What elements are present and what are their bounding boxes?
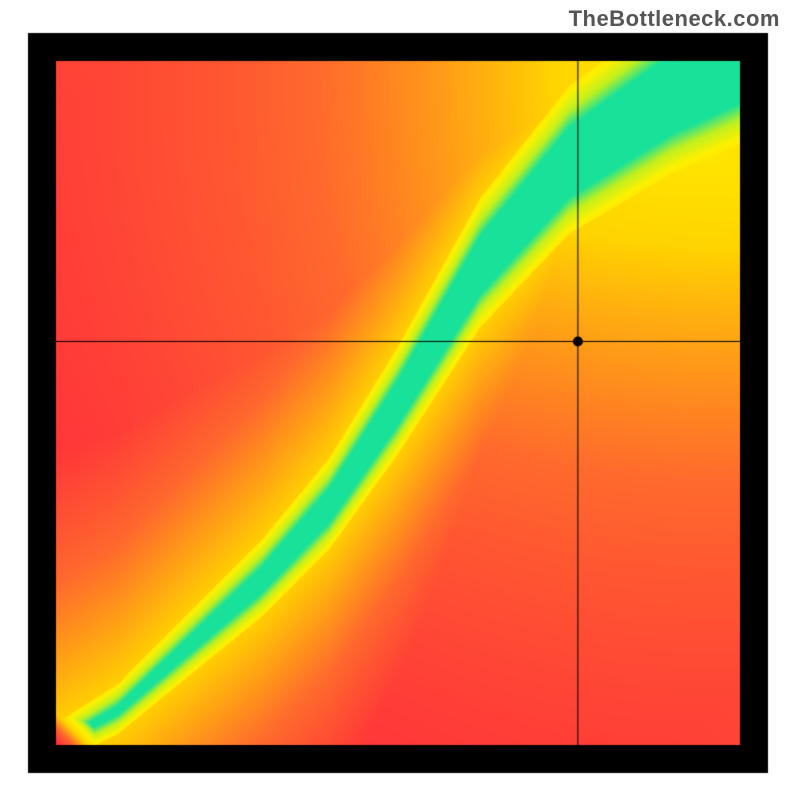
watermark: TheBottleneck.com	[569, 6, 780, 32]
heatmap-plot	[0, 0, 800, 800]
heatmap-canvas	[0, 0, 800, 800]
